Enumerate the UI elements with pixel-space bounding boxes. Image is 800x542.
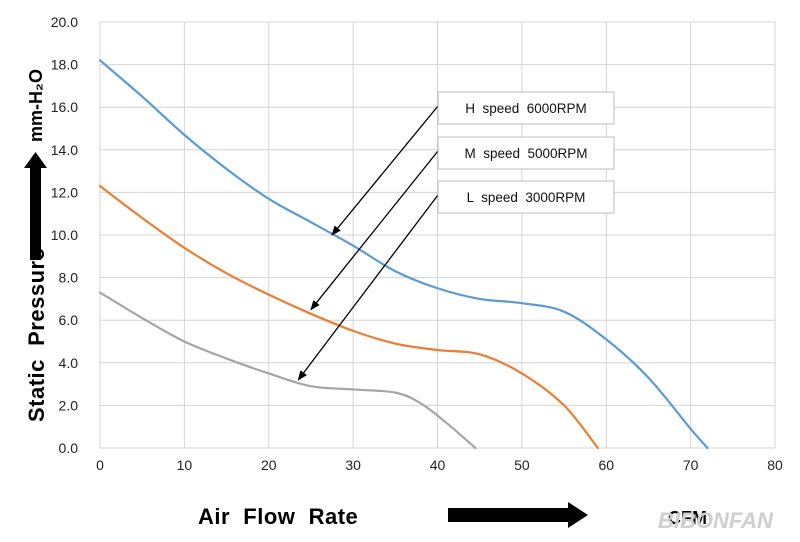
y-tick-label: 14.0 bbox=[51, 142, 78, 158]
x-tick-label: 50 bbox=[514, 457, 530, 473]
callout-box-1 bbox=[437, 91, 615, 125]
x-axis-unit: CFM bbox=[668, 508, 707, 528]
series-line-3 bbox=[98, 291, 477, 450]
y-tick-label: 4.0 bbox=[59, 355, 79, 371]
x-tick-label: 60 bbox=[598, 457, 614, 473]
series-line-1 bbox=[98, 59, 709, 450]
y-axis-arrow-head bbox=[24, 152, 47, 168]
callout-arrow-1 bbox=[331, 105, 439, 236]
x-tick-label: 10 bbox=[177, 457, 193, 473]
x-tick-label: 20 bbox=[261, 457, 277, 473]
y-tick-label: 8.0 bbox=[59, 270, 79, 286]
grid bbox=[99, 21, 776, 449]
callout-label-2: M speed 5000RPM bbox=[464, 146, 587, 161]
y-tick-label: 0.0 bbox=[59, 440, 79, 456]
callout-arrow-3 bbox=[297, 194, 439, 381]
tick-labels: 0 10 20 30 40 50 60 70 80 0.0 2.0 4.0 6.0 8.0 10.0 12.0… bbox=[51, 14, 783, 473]
y-axis-arrow-shaft bbox=[30, 168, 41, 260]
callouts: H speed 6000RPM M speed 5000RPM L speed 30… bbox=[297, 91, 615, 381]
callout-label-3: L speed 3000RPM bbox=[467, 190, 586, 205]
y-axis-unit: mm-H₂O bbox=[26, 69, 46, 142]
x-axis-arrow-head bbox=[568, 502, 588, 528]
y-tick-label: 10.0 bbox=[51, 227, 78, 243]
callout-box-2 bbox=[437, 136, 615, 170]
x-axis-title: Air Flow Rate bbox=[198, 504, 358, 529]
series-lines bbox=[98, 59, 709, 450]
x-tick-label: 70 bbox=[683, 457, 699, 473]
x-tick-label: 80 bbox=[767, 457, 783, 473]
y-tick-label: 2.0 bbox=[59, 397, 79, 413]
x-tick-label: 30 bbox=[345, 457, 361, 473]
callout-label-1: H speed 6000RPM bbox=[465, 101, 587, 116]
watermark: BIBONFAN bbox=[658, 508, 774, 533]
y-tick-label: 20.0 bbox=[51, 14, 78, 30]
y-axis-title-group: Static Pressure mm-H₂O bbox=[24, 69, 49, 422]
callout-box-3 bbox=[437, 180, 615, 214]
x-tick-label: 40 bbox=[430, 457, 446, 473]
callout-arrow-2 bbox=[310, 150, 439, 311]
series-line-2 bbox=[98, 184, 599, 450]
y-tick-label: 18.0 bbox=[51, 57, 78, 73]
y-tick-label: 16.0 bbox=[51, 99, 78, 115]
y-tick-label: 12.0 bbox=[51, 184, 78, 200]
x-axis-arrow-shaft bbox=[448, 508, 570, 522]
y-tick-label: 6.0 bbox=[59, 312, 79, 328]
x-tick-label: 0 bbox=[96, 457, 104, 473]
y-axis-title: Static Pressure bbox=[24, 248, 49, 422]
